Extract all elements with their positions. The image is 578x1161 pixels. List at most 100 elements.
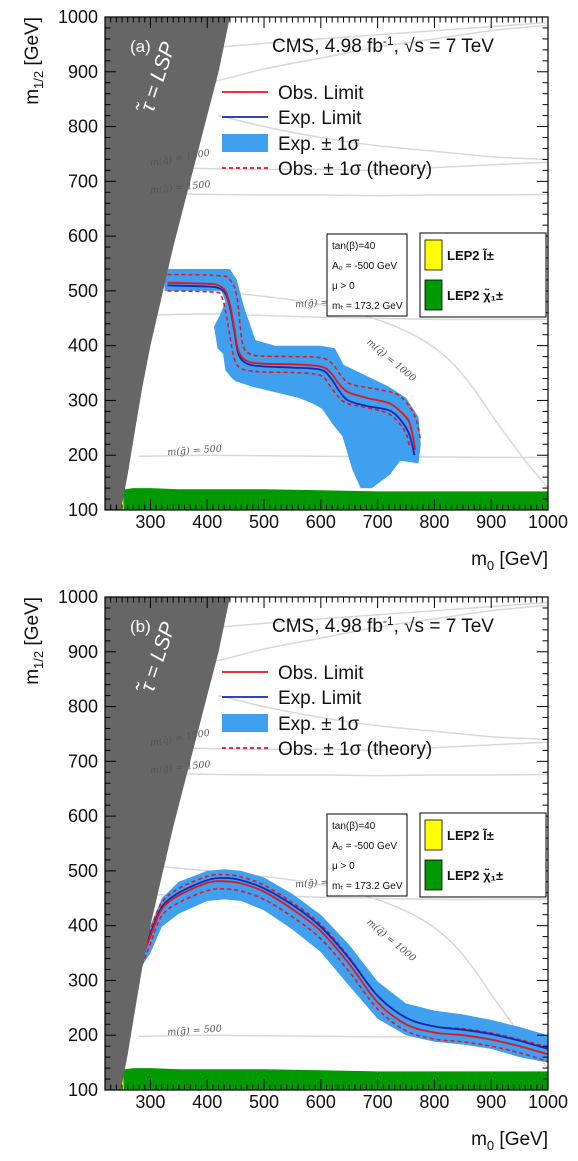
y-tick-label: 700 xyxy=(68,751,98,771)
params-line-2: μ > 0 xyxy=(332,861,355,872)
x-tick-label: 400 xyxy=(192,1092,222,1112)
x-tick-label: 900 xyxy=(476,512,506,532)
legend-label-1: Exp. Limit xyxy=(278,108,362,129)
legend-swatch-2 xyxy=(222,134,268,152)
lep-slepton-label: LEP2 l̃± xyxy=(447,828,494,843)
x-tick-label: 500 xyxy=(249,1092,279,1112)
lep-chargino-region xyxy=(111,1068,548,1090)
y-tick-label: 100 xyxy=(68,1080,98,1100)
x-tick-label: 500 xyxy=(249,512,279,532)
lep-chargino-swatch xyxy=(424,279,443,311)
legend-label-0: Obs. Limit xyxy=(278,663,364,684)
mass-contour-7 xyxy=(218,114,548,161)
lep-chargino-swatch xyxy=(424,859,443,891)
params-line-2: μ > 0 xyxy=(332,281,355,292)
stau-lsp-region xyxy=(105,597,230,1090)
y-tick-label: 500 xyxy=(68,281,98,301)
mass-contour-4 xyxy=(139,313,548,321)
chart-panel-a: m(q̃) = 1500 m(g̃) = 1500 m(g̃) = 1000 m(q̃… xyxy=(0,0,578,580)
lep-chargino-label: LEP2 χ̃₁± xyxy=(447,868,503,883)
y-axis-title: m1/2 [GeV] xyxy=(22,17,46,105)
x-tick-label: 900 xyxy=(476,1092,506,1112)
legend-label-1: Exp. Limit xyxy=(278,688,362,709)
obs-limit-line xyxy=(167,281,416,450)
x-tick-label: 600 xyxy=(306,1092,336,1112)
y-tick-label: 1000 xyxy=(58,587,98,607)
params-line-0: tan(β)=40 xyxy=(332,821,376,832)
x-tick-label: 1000 xyxy=(528,1092,568,1112)
lep-chargino-region xyxy=(111,488,548,510)
exp-limit-line xyxy=(141,877,548,1050)
panel-label: (a) xyxy=(130,37,151,56)
contour-label-4: m(g̃) = 500 xyxy=(167,443,222,458)
cms-header: CMS, 4.98 fb-1, √s = 7 TeV xyxy=(272,34,494,57)
y-tick-label: 400 xyxy=(68,916,98,936)
mass-contour-5 xyxy=(150,864,548,1069)
x-axis-title: m0 [GeV] xyxy=(471,1129,548,1153)
y-tick-label: 500 xyxy=(68,861,98,881)
mass-contour-1 xyxy=(218,21,548,48)
lep-slepton-swatch xyxy=(424,819,443,851)
chart-panel-b: m(q̃) = 1500 m(g̃) = 1500 m(g̃) = 1000 m(q̃… xyxy=(0,580,578,1161)
y-tick-label: 100 xyxy=(68,500,98,520)
legend-label-2: Exp. ± 1σ xyxy=(278,714,360,735)
obs-limit-line xyxy=(141,880,548,1056)
x-tick-label: 300 xyxy=(135,1092,165,1112)
mass-contour-5 xyxy=(150,284,548,489)
x-tick-label: 300 xyxy=(135,512,165,532)
y-axis-title: m1/2 [GeV] xyxy=(22,597,46,685)
mass-contour-1 xyxy=(218,601,548,628)
params-line-1: A₀ = -500 GeV xyxy=(332,841,397,852)
legend-label-3: Obs. ± 1σ (theory) xyxy=(278,739,432,760)
exp-limit-line xyxy=(167,284,416,456)
cms-header: CMS, 4.98 fb-1, √s = 7 TeV xyxy=(272,614,494,637)
params-line-0: tan(β)=40 xyxy=(332,241,376,252)
legend-swatch-2 xyxy=(222,714,268,732)
stau-lsp-region xyxy=(105,17,230,510)
x-tick-label: 400 xyxy=(192,512,222,532)
lep-chargino-label: LEP2 χ̃₁± xyxy=(447,288,503,303)
x-tick-label: 800 xyxy=(419,512,449,532)
mass-contour-2 xyxy=(150,741,548,752)
mass-contour-7 xyxy=(218,694,548,741)
y-tick-label: 300 xyxy=(68,970,98,990)
legend-label-3: Obs. ± 1σ (theory) xyxy=(278,159,432,180)
contour-label-4: m(g̃) = 500 xyxy=(167,1023,222,1038)
mass-contour-3 xyxy=(150,192,548,197)
y-tick-label: 600 xyxy=(68,806,98,826)
mass-contour-6 xyxy=(139,454,548,459)
params-line-3: mₜ = 173.2 GeV xyxy=(332,881,403,892)
panel-label: (b) xyxy=(130,617,151,636)
x-tick-label: 1000 xyxy=(528,512,568,532)
y-tick-label: 900 xyxy=(68,62,98,82)
x-tick-label: 700 xyxy=(363,512,393,532)
y-tick-label: 400 xyxy=(68,336,98,356)
y-tick-label: 1000 xyxy=(58,7,98,27)
exp-band xyxy=(137,869,548,1063)
mass-contour-2 xyxy=(150,161,548,172)
obs-theory-up-line xyxy=(141,873,548,1049)
x-tick-label: 700 xyxy=(363,1092,393,1112)
y-tick-label: 900 xyxy=(68,642,98,662)
params-box xyxy=(326,813,408,897)
lep-slepton-label: LEP2 l̃± xyxy=(447,248,494,263)
legend-label-0: Obs. Limit xyxy=(278,83,364,104)
params-line-3: mₜ = 173.2 GeV xyxy=(332,301,403,312)
y-tick-label: 600 xyxy=(68,226,98,246)
params-line-1: A₀ = -500 GeV xyxy=(332,261,397,272)
y-tick-label: 700 xyxy=(68,171,98,191)
lep-slepton-swatch xyxy=(424,239,443,271)
mass-contour-3 xyxy=(150,772,548,777)
contour-label-3: m(q̃) = 1000 xyxy=(364,337,418,384)
x-axis-title: m0 [GeV] xyxy=(471,549,548,573)
y-tick-label: 300 xyxy=(68,390,98,410)
y-tick-label: 200 xyxy=(68,445,98,465)
obs-theory-down-line xyxy=(167,290,411,448)
legend-label-2: Exp. ± 1σ xyxy=(278,134,360,155)
y-tick-label: 800 xyxy=(68,117,98,137)
x-tick-label: 600 xyxy=(306,512,336,532)
x-tick-label: 800 xyxy=(419,1092,449,1112)
params-box xyxy=(326,233,408,317)
